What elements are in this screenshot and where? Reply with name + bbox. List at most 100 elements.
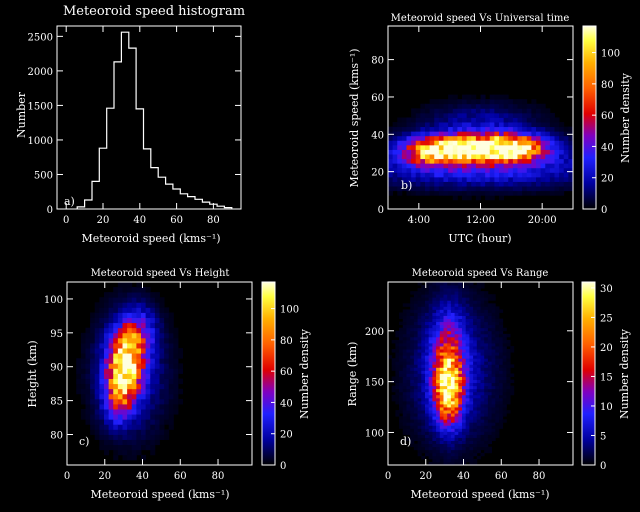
heatmap-cell	[506, 364, 511, 368]
heatmap-cell	[491, 394, 496, 399]
heatmap-cell	[428, 443, 433, 448]
heatmap-cell	[399, 352, 404, 356]
heatmap-cell	[471, 122, 477, 128]
heatmap-cell	[462, 422, 467, 426]
heatmap-cell	[458, 312, 463, 316]
heatmap-cell	[450, 318, 455, 323]
heatmap-cell	[462, 440, 467, 445]
heatmap-cell	[458, 370, 463, 374]
heatmap-cell	[402, 373, 407, 377]
heatmap-cell	[462, 458, 467, 463]
heatmap-cell	[443, 158, 449, 164]
heatmap-cell	[117, 414, 123, 420]
heatmap-cell	[113, 434, 119, 440]
heatmap-cell	[421, 330, 426, 335]
heatmap-cell	[466, 186, 472, 192]
heatmap-cell	[90, 312, 96, 318]
heatmap-cell	[522, 167, 528, 173]
heatmap-cell	[439, 394, 444, 399]
x-axis-label: Meteoroid speed (kms⁻¹)	[81, 232, 220, 245]
heatmap-cell	[439, 437, 444, 441]
heatmap-cell	[425, 312, 430, 316]
heatmap-cell	[421, 425, 426, 429]
heatmap-cell	[540, 158, 546, 164]
heatmap-cell	[499, 309, 504, 313]
heatmap-cell	[122, 373, 128, 379]
heatmap-cell	[406, 413, 411, 417]
heatmap-cell	[168, 378, 174, 385]
heatmap-cell	[452, 135, 458, 141]
heatmap-cell	[428, 321, 433, 326]
heatmap-cell	[154, 348, 160, 354]
heatmap-cell	[462, 294, 467, 298]
heatmap-cell	[402, 364, 407, 368]
heatmap-cell	[402, 315, 407, 319]
heatmap-cell	[454, 400, 459, 405]
heatmap-cell	[469, 379, 474, 384]
heatmap-cell	[450, 419, 455, 423]
heatmap-cell	[428, 324, 433, 329]
heatmap-cell	[127, 348, 133, 354]
heatmap-cell	[432, 309, 437, 313]
heatmap-cell	[502, 391, 507, 396]
heatmap-cell	[406, 385, 411, 390]
heatmap-cell	[410, 318, 415, 323]
heatmap-cell	[471, 99, 477, 105]
heatmap-cell	[526, 108, 532, 114]
heatmap-cell	[406, 154, 412, 160]
heatmap-cell	[469, 358, 474, 362]
heatmap-cell	[458, 440, 463, 445]
heatmap-cell	[417, 300, 422, 304]
heatmap-cell	[473, 461, 478, 466]
heatmap-cell	[454, 343, 459, 347]
heatmap-cell	[410, 361, 415, 365]
heatmap-cell	[473, 343, 478, 347]
heatmap-cell	[425, 149, 431, 155]
heatmap-cell	[108, 363, 114, 369]
heatmap-cell	[421, 410, 426, 414]
heatmap-cell	[469, 367, 474, 371]
heatmap-cell	[411, 158, 417, 164]
heatmap-cell	[487, 419, 492, 423]
heatmap-cell	[402, 309, 407, 313]
heatmap-cell	[563, 181, 569, 187]
heatmap-cell	[428, 382, 433, 387]
heatmap-cell	[432, 446, 437, 451]
heatmap-cell	[502, 410, 507, 414]
heatmap-cell	[421, 339, 426, 344]
heatmap-cell	[141, 302, 147, 308]
heatmap-cell	[117, 358, 123, 364]
heatmap-cell	[491, 318, 496, 323]
heatmap-cell	[462, 358, 467, 362]
heatmap-cell	[434, 140, 440, 146]
heatmap-cell	[108, 368, 114, 374]
heatmap-cell	[450, 358, 455, 362]
heatmap-cell	[122, 332, 128, 339]
heatmap-cell	[487, 388, 492, 393]
heatmap-cell	[425, 443, 430, 448]
heatmap-cell	[428, 407, 433, 411]
heatmap-cell	[104, 368, 110, 374]
heatmap-cell	[402, 361, 407, 365]
heatmap-cell	[141, 388, 147, 395]
heatmap-cell	[476, 315, 481, 319]
heatmap-cell	[491, 309, 496, 313]
heatmap-cell	[536, 140, 542, 146]
heatmap-cell	[473, 364, 478, 368]
heatmap-cell	[90, 353, 96, 359]
heatmap-cell	[448, 126, 454, 132]
heatmap-cell	[127, 368, 133, 374]
heatmap-cell	[508, 103, 514, 109]
heatmap-cell	[439, 324, 444, 329]
heatmap-cell	[80, 388, 86, 395]
heatmap-cell	[164, 414, 170, 420]
heatmap-cell	[503, 103, 509, 109]
heatmap-cell	[428, 370, 433, 374]
heatmap-cell	[432, 315, 437, 319]
heatmap-cell	[154, 297, 160, 303]
heatmap-cell	[465, 388, 470, 393]
heatmap-cell	[122, 404, 128, 410]
heatmap-cell	[159, 358, 165, 364]
heatmap-cell	[462, 404, 467, 408]
